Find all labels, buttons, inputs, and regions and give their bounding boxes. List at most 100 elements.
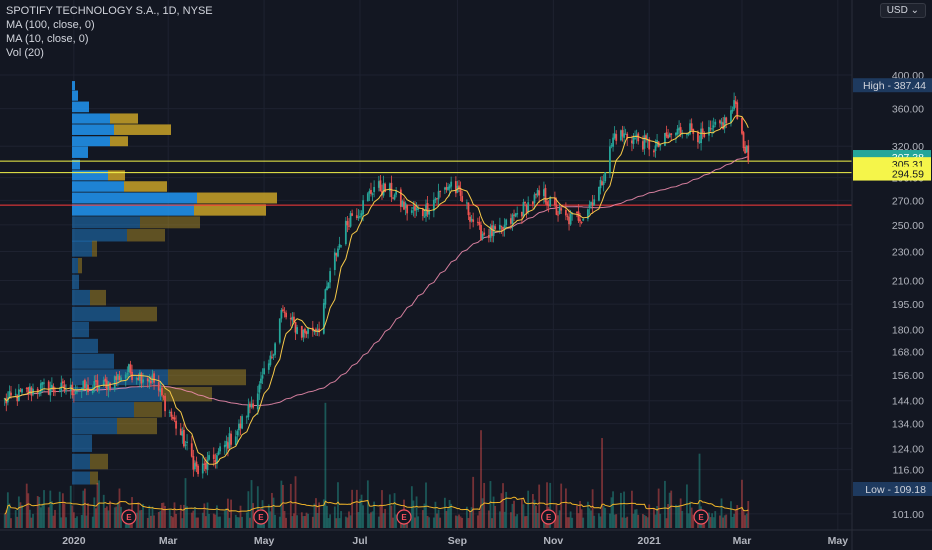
- candle-body: [49, 388, 52, 396]
- candle-body: [604, 172, 607, 182]
- candle-body: [514, 213, 517, 217]
- volume-bar: [118, 488, 121, 528]
- candle-body: [632, 136, 635, 145]
- candle-body: [675, 132, 677, 136]
- volume-bar: [208, 513, 210, 528]
- volume-bar: [654, 514, 657, 528]
- candle-body: [593, 199, 596, 206]
- volume-bar: [87, 503, 89, 528]
- candle-body: [234, 436, 237, 446]
- candle-body: [170, 411, 173, 417]
- profile-sell-bar: [197, 192, 277, 204]
- candle-body: [142, 379, 144, 383]
- candle-body: [525, 204, 528, 214]
- candle-body: [139, 372, 141, 381]
- candle-body: [678, 127, 680, 131]
- volume-bar: [250, 480, 253, 528]
- candle-body: [366, 193, 369, 202]
- volume-bar: [346, 517, 349, 528]
- volume-bar: [203, 503, 206, 528]
- volume-bar: [711, 513, 713, 528]
- volume-bar: [445, 511, 448, 528]
- vol-legend[interactable]: Vol (20): [6, 47, 44, 59]
- volume-bar: [494, 505, 497, 528]
- volume-bar: [623, 491, 625, 528]
- profile-buy-bar: [72, 417, 117, 435]
- x-tick-label: Sep: [448, 535, 467, 547]
- candle-body: [404, 203, 407, 209]
- volume-bar: [269, 511, 272, 528]
- volume-bar: [480, 430, 482, 528]
- currency-button[interactable]: USD ⌄: [879, 3, 926, 18]
- volume-bar: [580, 509, 583, 528]
- volume-bar: [71, 505, 74, 528]
- candle-body: [725, 117, 728, 123]
- volume-bar: [642, 513, 644, 528]
- x-tick-label: Mar: [159, 535, 178, 547]
- volume-bar: [377, 516, 380, 528]
- candle-body: [483, 232, 486, 235]
- ma10-legend[interactable]: MA (10, close, 0): [6, 33, 89, 45]
- candle-body: [272, 354, 275, 356]
- candle-body: [720, 121, 723, 125]
- volume-bar: [72, 512, 75, 528]
- candle-body: [676, 128, 679, 135]
- candle-body: [137, 377, 140, 381]
- candle-body: [338, 244, 341, 248]
- volume-bar: [538, 484, 541, 528]
- volume-bar: [217, 516, 220, 528]
- profile-sell-bar: [90, 289, 106, 306]
- symbol-title[interactable]: SPOTIFY TECHNOLOGY S.A., 1D, NYSE: [6, 5, 213, 17]
- volume-bar: [423, 503, 426, 528]
- candle-body: [91, 388, 94, 394]
- candle-body: [401, 200, 404, 207]
- x-tick-label: Nov: [543, 535, 563, 547]
- candle-body: [392, 197, 394, 199]
- volume-bar: [667, 503, 669, 528]
- volume-bar: [351, 489, 354, 528]
- candle-body: [509, 218, 512, 224]
- profile-buy-bar: [72, 113, 110, 124]
- candle-body: [379, 180, 382, 192]
- volume-bar: [734, 509, 737, 528]
- volume-bar: [311, 516, 314, 528]
- volume-bar: [511, 503, 514, 528]
- volume-bar: [676, 505, 679, 528]
- volume-bar: [120, 506, 122, 528]
- volume-bar: [602, 505, 605, 528]
- ma100-legend[interactable]: MA (100, close, 0): [6, 19, 95, 31]
- volume-bar: [239, 505, 242, 528]
- volume-bar: [653, 508, 655, 528]
- volume-bar: [720, 498, 723, 528]
- volume-bar: [83, 488, 86, 528]
- candle-body: [476, 221, 479, 223]
- volume-bar: [742, 510, 745, 528]
- profile-buy-bar: [72, 170, 108, 181]
- candle-body: [227, 442, 229, 449]
- candle-body: [54, 390, 56, 393]
- ma100-line: [4, 156, 749, 406]
- profile-buy-bar: [72, 257, 78, 274]
- y-tick-label: 195.00: [892, 299, 924, 311]
- candle-body: [467, 202, 470, 216]
- volume-bar: [395, 514, 398, 528]
- volume-bar: [439, 517, 442, 528]
- candle-body: [653, 150, 655, 153]
- candle-body: [195, 461, 198, 467]
- candle-body: [434, 198, 437, 201]
- candle-body: [582, 218, 585, 221]
- candle-body: [664, 133, 666, 146]
- candle-body: [14, 393, 17, 395]
- candle-body: [648, 139, 651, 150]
- candle-body: [412, 207, 415, 209]
- volume-bar: [283, 510, 286, 528]
- volume-bar: [234, 514, 237, 528]
- x-tick-label: Mar: [733, 535, 752, 547]
- profile-buy-bar: [72, 402, 134, 418]
- candle-body: [250, 403, 253, 408]
- candle-body: [261, 375, 264, 379]
- candle-body: [687, 133, 690, 135]
- volume-bar: [514, 516, 517, 528]
- volume-bar: [689, 501, 691, 528]
